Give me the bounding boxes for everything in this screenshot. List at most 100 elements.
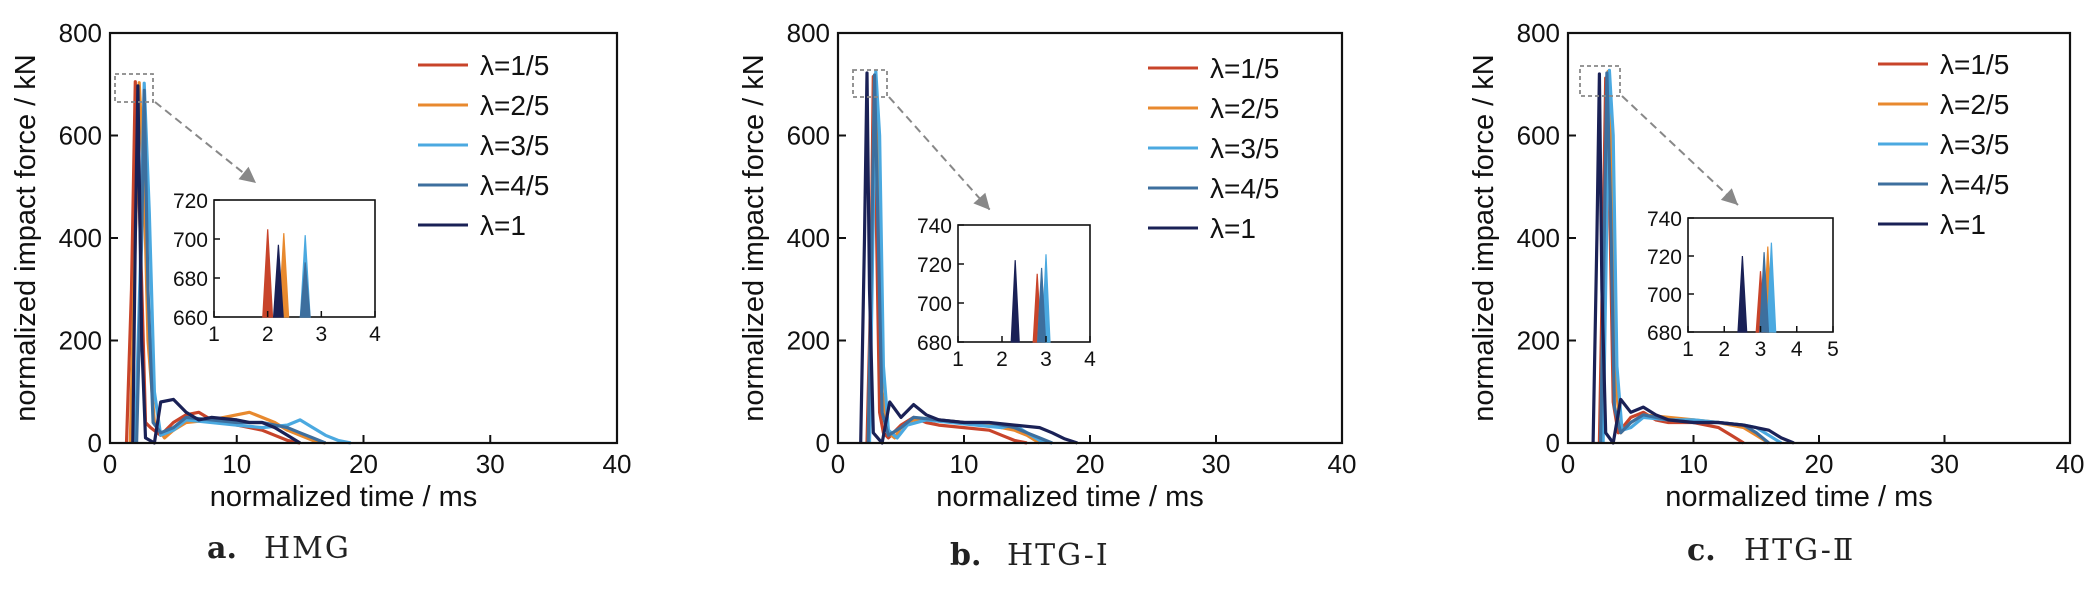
y-tick-label: 600 xyxy=(59,121,102,151)
x-tick-label: 40 xyxy=(603,449,632,479)
legend-label: λ=3/5 xyxy=(480,130,549,161)
inset-chart: 1 2 3 4 5 680 700 720 740 xyxy=(1647,208,1839,361)
inset-peak-4 xyxy=(1759,252,1770,333)
x-axis-label: normalized time / ms xyxy=(210,481,478,513)
inset-x-tick-label: 3 xyxy=(315,323,327,346)
legend-item: λ=4/5 xyxy=(1148,173,1279,204)
y-tick-label: 600 xyxy=(787,121,830,151)
y-tick-label: 600 xyxy=(1517,121,1560,151)
x-tick-label: 0 xyxy=(1561,449,1575,479)
inset-y-tick-label: 700 xyxy=(917,293,952,316)
inset-y-tick-label: 680 xyxy=(917,332,952,355)
y-axis-label: normalized impact force / kN xyxy=(738,54,770,421)
series-line-4 xyxy=(866,73,1053,445)
inset-frame xyxy=(213,199,376,318)
inset-peak-3 xyxy=(1766,242,1777,333)
inset-x-tick-label: 3 xyxy=(1755,338,1767,361)
inset-peak-5 xyxy=(1010,260,1020,343)
zoom-marker xyxy=(114,73,154,103)
legend-label: λ=4/5 xyxy=(1940,169,2009,200)
legend-item: λ=3/5 xyxy=(1878,129,2009,160)
x-tick-label: 10 xyxy=(1679,449,1708,479)
legend-label: λ=2/5 xyxy=(480,90,549,121)
inset-frame xyxy=(957,224,1091,343)
inset-y-tick-label: 720 xyxy=(173,190,208,213)
inset-x-tick-label: 4 xyxy=(1791,338,1803,361)
legend-label: λ=1/5 xyxy=(1210,53,1279,84)
x-tick-label: 10 xyxy=(222,449,251,479)
inset-chart: 1 2 3 4 660 680 700 720 xyxy=(173,190,381,346)
inset-chart: 1 2 3 4 680 700 720 740 xyxy=(917,215,1096,371)
legend-item: λ=3/5 xyxy=(1148,133,1279,164)
inset-x-tick-label: 2 xyxy=(996,348,1008,371)
inset-peak-5 xyxy=(1737,255,1748,333)
y-tick-label: 800 xyxy=(59,18,102,48)
zoom-arrow xyxy=(1621,95,1739,206)
inset-x-tick-label: 4 xyxy=(1084,348,1096,371)
inset-y-tick-label: 700 xyxy=(173,229,208,252)
inset-y-tick-label: 700 xyxy=(1647,284,1682,307)
caption-letter: b. xyxy=(950,538,981,573)
legend-label: λ=1 xyxy=(480,210,526,241)
caption-text: HMG xyxy=(264,531,351,566)
y-axis-label: normalized impact force / kN xyxy=(1468,54,1500,421)
legend-label: λ=2/5 xyxy=(1210,93,1279,124)
inset-x-tick-label: 1 xyxy=(1682,338,1694,361)
y-tick-label: 800 xyxy=(787,18,830,48)
x-axis-label: normalized time / ms xyxy=(936,481,1204,513)
inset-x-tick-label: 3 xyxy=(1040,348,1052,371)
y-tick-label: 400 xyxy=(787,223,830,253)
inset-x-tick-label: 5 xyxy=(1827,338,1839,361)
zoom-arrow xyxy=(154,101,257,184)
inset-y-tick-label: 740 xyxy=(917,215,952,238)
inset-y-tick-label: 680 xyxy=(173,268,208,291)
legend-label: λ=1 xyxy=(1210,213,1256,244)
caption-letter: a. xyxy=(207,531,237,566)
y-tick-label: 0 xyxy=(88,428,102,458)
zoom-arrow xyxy=(888,96,991,211)
legend-item: λ=1 xyxy=(418,210,526,241)
y-axis-label: normalized impact force / kN xyxy=(10,54,42,421)
legend-item: λ=4/5 xyxy=(418,170,549,201)
x-tick-label: 30 xyxy=(1930,449,1959,479)
legend-item: λ=4/5 xyxy=(1878,169,2009,200)
inset-y-tick-label: 680 xyxy=(1647,322,1682,345)
inset-y-tick-label: 660 xyxy=(173,307,208,330)
legend-label: λ=4/5 xyxy=(1210,173,1279,204)
caption-letter: c. xyxy=(1687,533,1716,568)
x-tick-label: 20 xyxy=(1805,449,1834,479)
series-line-5 xyxy=(859,71,1078,445)
x-axis-label: normalized time / ms xyxy=(1665,481,1933,513)
x-tick-label: 20 xyxy=(349,449,378,479)
x-tick-label: 30 xyxy=(1202,449,1231,479)
legend-item: λ=1 xyxy=(1878,209,1986,240)
inset-peak-4 xyxy=(1036,267,1047,343)
series-line-5 xyxy=(1591,72,1795,445)
inset-x-tick-label: 4 xyxy=(369,323,381,346)
legend-item: λ=1 xyxy=(1148,213,1256,244)
legend-item: λ=2/5 xyxy=(1148,93,1279,124)
y-tick-label: 200 xyxy=(787,326,830,356)
inset-y-tick-label: 740 xyxy=(1647,208,1682,231)
zoom-marker xyxy=(852,69,888,98)
inset-y-tick-label: 720 xyxy=(917,254,952,277)
zoom-arrowhead xyxy=(1720,188,1738,205)
x-tick-label: 10 xyxy=(950,449,979,479)
legend-label: λ=4/5 xyxy=(480,170,549,201)
panel-caption: c. HTG-Ⅱ xyxy=(1687,533,1853,568)
y-tick-label: 400 xyxy=(59,223,102,253)
legend-label: λ=3/5 xyxy=(1210,133,1279,164)
inset-x-tick-label: 2 xyxy=(1718,338,1730,361)
legend-item: λ=1/5 xyxy=(418,50,549,81)
inset-peak-4 xyxy=(299,262,311,318)
legend-label: λ=3/5 xyxy=(1940,129,2009,160)
inset-y-tick-label: 720 xyxy=(1647,246,1682,269)
zoom-arrowhead xyxy=(973,192,990,210)
inset-x-tick-label: 2 xyxy=(262,323,274,346)
y-tick-label: 400 xyxy=(1517,223,1560,253)
panel-caption: a. HMG xyxy=(207,531,351,566)
